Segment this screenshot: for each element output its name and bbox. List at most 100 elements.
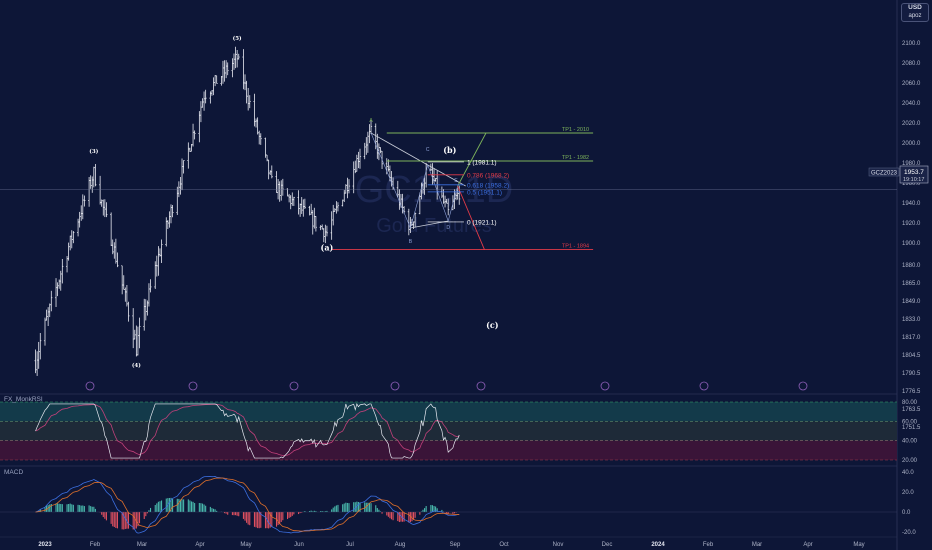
currency-selector[interactable]: USD apoz bbox=[901, 3, 929, 22]
time-tick-label: May bbox=[240, 542, 251, 548]
rsi-tick-label: 60.00 bbox=[902, 419, 918, 425]
rsi-tick-label: 80.00 bbox=[902, 400, 918, 406]
fib-level-label: 0.618 (1958.2) bbox=[467, 182, 509, 189]
macd-tick-label: 20.0 bbox=[902, 490, 914, 496]
rsi-title[interactable]: FX_MonkRSI bbox=[4, 396, 43, 403]
event-marker-icon bbox=[476, 381, 486, 391]
wave-label: A bbox=[369, 118, 373, 124]
fib-level-label: 1 (1981.1) bbox=[467, 159, 497, 166]
watermark-name: Gold Futures bbox=[376, 215, 492, 237]
wave-label: (4) bbox=[132, 362, 141, 369]
fib-level-label: 0.786 (1968.2) bbox=[467, 172, 509, 179]
macd-line bbox=[35, 476, 460, 534]
rsi-tick-label: 40.00 bbox=[902, 439, 918, 445]
event-marker-icon bbox=[699, 381, 709, 391]
target-label: TP1 - 1894 bbox=[562, 244, 589, 250]
wave-label: (3) bbox=[89, 148, 98, 155]
price-tick-label: 1865.0 bbox=[902, 281, 921, 287]
price-tick-label: 2020.0 bbox=[902, 121, 921, 127]
price-tick-label: 1880.0 bbox=[902, 263, 921, 269]
time-tick-label: 2024 bbox=[651, 542, 665, 548]
time-tick-label: Apr bbox=[195, 542, 204, 548]
price-tick-label: 2100.0 bbox=[902, 41, 921, 47]
wave-label: D bbox=[446, 225, 450, 231]
drawings: TP1 - 2010 TP1 - 1982 TP1 - 1894 1 (1981.1)… bbox=[331, 127, 594, 251]
price-tick-label: 1980.0 bbox=[902, 161, 921, 167]
price-tick-label: 2080.0 bbox=[902, 61, 921, 67]
price-tick-label: 1817.0 bbox=[902, 335, 921, 341]
macd-title[interactable]: MACD bbox=[4, 469, 24, 476]
time-axis: 2023 Feb Mar Apr May Jun Jul Aug Sep Oct Nov Dec 202… bbox=[0, 536, 897, 548]
price-tick-label: 1960.0 bbox=[902, 181, 921, 187]
fib-level-label: 0 (1921.1) bbox=[467, 219, 497, 226]
price-tick-label: 1804.5 bbox=[902, 353, 921, 359]
target-label: TP1 - 2010 bbox=[562, 127, 589, 133]
price-tick-label: 1763.5 bbox=[902, 407, 921, 413]
event-marker-icon bbox=[600, 381, 610, 391]
wave-label: B bbox=[409, 239, 413, 245]
price-tick-label: 2040.0 bbox=[902, 101, 921, 107]
rsi-overbought-zone bbox=[0, 402, 897, 422]
currency-label: USD bbox=[908, 4, 922, 11]
rsi-signal-line bbox=[35, 403, 460, 456]
event-marker-icon bbox=[390, 381, 400, 391]
price-tick-label: 1790.5 bbox=[902, 371, 921, 377]
price-tick-label: 1940.0 bbox=[902, 201, 921, 207]
price-tick-label: 1833.0 bbox=[902, 317, 921, 323]
rsi-tick-label: 20.00 bbox=[902, 458, 918, 464]
projection-down-line bbox=[457, 185, 485, 250]
wave-label: (a) bbox=[321, 243, 334, 253]
macd-tick-label: 0.0 bbox=[902, 510, 911, 516]
wave-label: (b) bbox=[443, 145, 456, 155]
rsi-line bbox=[35, 403, 460, 459]
time-tick-label: Dec bbox=[602, 542, 613, 548]
event-marker-icon bbox=[289, 381, 299, 391]
event-marker-icon bbox=[85, 381, 95, 391]
rsi-panel: 80.00 60.00 40.00 20.00 bbox=[0, 393, 918, 464]
fib-level-label: 0.5 (1951.1) bbox=[467, 189, 502, 196]
time-tick-label: Aug bbox=[395, 542, 406, 548]
price-tick-label: 1776.5 bbox=[902, 389, 921, 395]
price-axis[interactable]: 2100.0 2080.0 2060.0 2040.0 2020.0 2000.0 1980… bbox=[896, 0, 921, 550]
event-marker-icon bbox=[188, 381, 198, 391]
event-markers bbox=[85, 381, 808, 391]
price-tick-label: 1900.0 bbox=[902, 241, 921, 247]
price-tick-label: 1920.0 bbox=[902, 221, 921, 227]
wave-label: C bbox=[426, 147, 430, 153]
price-bars bbox=[0, 46, 897, 376]
macd-tick-label: 40.0 bbox=[902, 470, 914, 476]
time-tick-label: Apr bbox=[803, 542, 812, 548]
time-tick-label: Jun bbox=[294, 542, 304, 548]
time-tick-label: Mar bbox=[752, 542, 762, 548]
wave-label: (c) bbox=[486, 320, 499, 330]
time-tick-label: Nov bbox=[553, 542, 564, 548]
time-tick-label: Feb bbox=[90, 542, 101, 548]
time-tick-label: Jul bbox=[346, 542, 354, 548]
time-tick-label: Mar bbox=[137, 542, 147, 548]
time-tick-label: Oct bbox=[499, 542, 509, 548]
time-tick-label: 2023 bbox=[38, 542, 52, 548]
event-marker-icon bbox=[798, 381, 808, 391]
wave-label: E bbox=[454, 178, 458, 184]
time-tick-label: Feb bbox=[703, 542, 714, 548]
rsi-oversold-zone bbox=[0, 440, 897, 460]
macd-panel: 40.0 20.0 0.0 -20.0 bbox=[0, 465, 916, 536]
time-tick-label: May bbox=[853, 542, 864, 548]
price-tag-price: 1953.7 bbox=[904, 169, 924, 176]
price-tag-symbol: GCZ2023 bbox=[871, 171, 898, 177]
rsi-neutral-zone bbox=[0, 421, 897, 441]
time-tick-label: Sep bbox=[450, 542, 461, 548]
wave-labels: (3) (4) (5) (a) (b) (c) A B C D E bbox=[89, 35, 498, 369]
projection-up-line bbox=[457, 132, 487, 187]
currency-sub-label: apoz bbox=[908, 13, 922, 19]
price-tick-label: 2000.0 bbox=[902, 141, 921, 147]
abcde-path bbox=[370, 132, 458, 229]
macd-signal-line bbox=[35, 477, 460, 532]
price-tag-countdown: 19:10:17 bbox=[903, 177, 924, 183]
target-label: TP1 - 1982 bbox=[562, 155, 589, 161]
price-tick-label: 2060.0 bbox=[902, 81, 921, 87]
wave-label: (5) bbox=[233, 35, 242, 42]
price-tick-label: 1751.5 bbox=[902, 425, 921, 431]
macd-tick-label: -20.0 bbox=[902, 530, 916, 536]
